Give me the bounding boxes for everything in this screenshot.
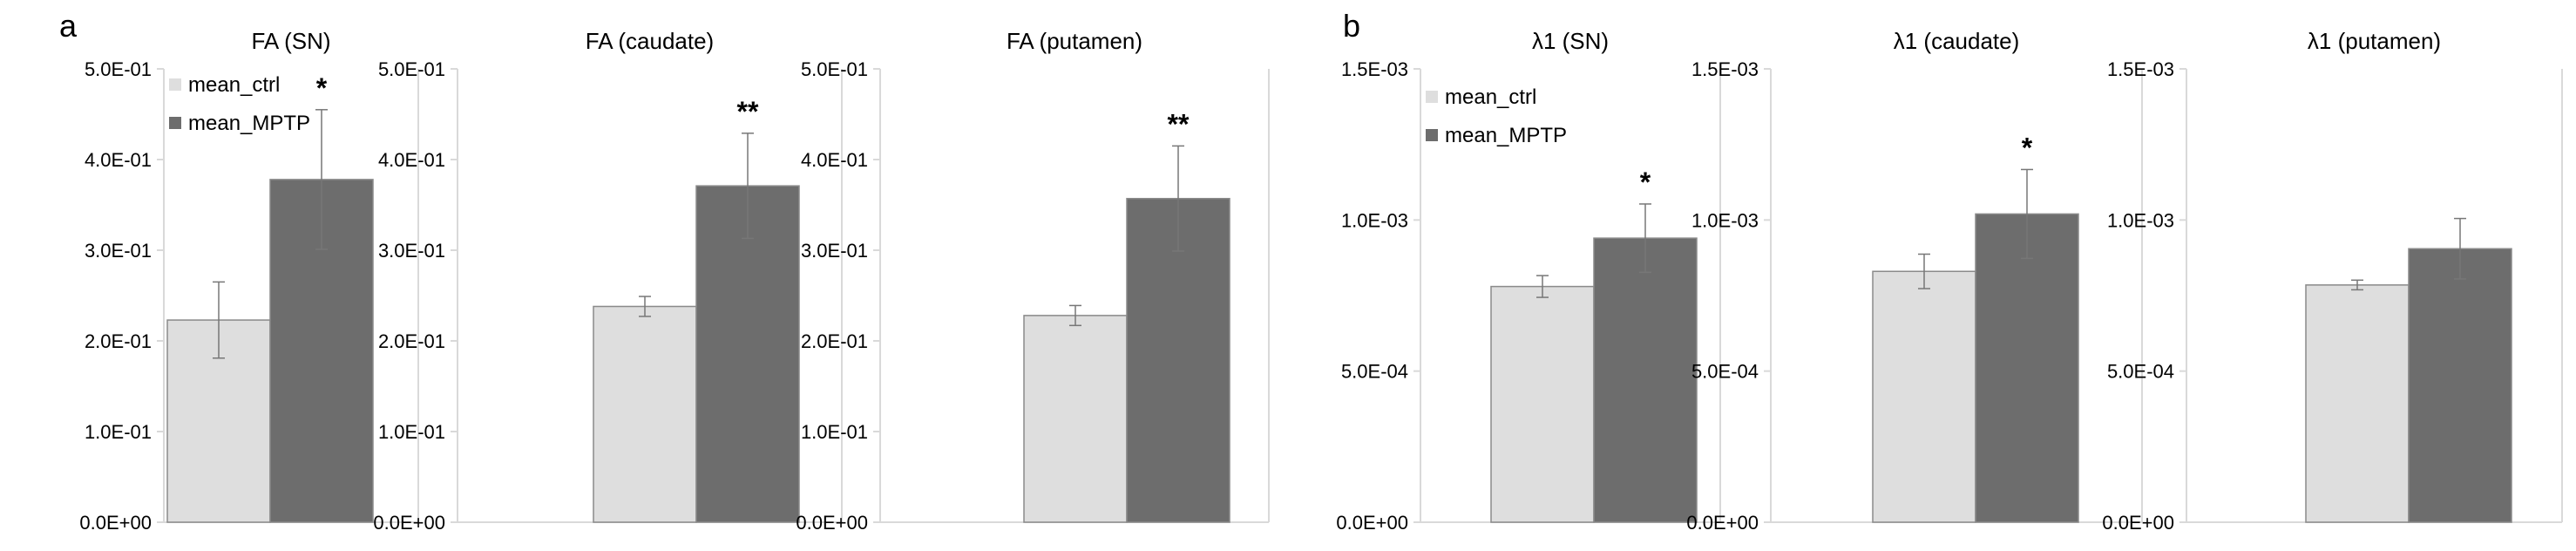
bar-mean-MPTP: [695, 185, 800, 523]
chart-6: λ1 (putamen) 0.0E+00 5.0E-04 1.0E-03 1.5E-03: [2102, 28, 2563, 534]
significance-marker: **: [737, 96, 759, 127]
bar-mean-MPTP: [1975, 213, 2079, 523]
y-tick-label: 5.0E-04: [1341, 361, 1408, 383]
y-tick-label: 4.0E-01: [801, 149, 868, 171]
y-tick-label: 1.5E-03: [2107, 58, 2174, 80]
y-tick-label: 1.0E-03: [1341, 209, 1408, 231]
bar-mean-MPTP: [1126, 197, 1230, 523]
bar-mean-MPTP: [2408, 248, 2512, 523]
panel-label-b: b: [1343, 8, 1361, 44]
bar-mean-ctrl: [1872, 270, 1976, 523]
y-tick-label: 1.0E-03: [1691, 209, 1759, 231]
y-tick-label: 5.0E-01: [378, 58, 445, 80]
y-tick-label: 5.0E-01: [801, 58, 868, 80]
y-tick-label: 2.0E-01: [378, 330, 445, 352]
panel-label-a: a: [59, 8, 78, 44]
y-tick-label: 3.0E-01: [85, 240, 152, 262]
bar-mean-ctrl: [593, 305, 697, 523]
chart-title: FA (SN): [251, 28, 330, 54]
y-tick-label: 2.0E-01: [85, 330, 152, 352]
significance-marker: **: [1168, 108, 1190, 139]
y-tick-label: 0.0E+00: [2102, 512, 2174, 534]
y-tick-label: 3.0E-01: [801, 240, 868, 262]
bar-mean-ctrl: [1490, 285, 1595, 523]
legend-swatch-mean-MPTP: [169, 117, 181, 129]
bar-mean-MPTP: [1593, 237, 1698, 523]
y-tick-label: 3.0E-01: [378, 240, 445, 262]
chart-3: FA (putamen) 0.0E+00 1.0E-01 2.0E-01 3.0E-01…: [796, 28, 1270, 534]
bar-mean-ctrl: [2305, 284, 2410, 523]
y-tick-label: 1.5E-03: [1691, 58, 1759, 80]
y-tick-label: 1.0E-01: [85, 421, 152, 443]
chart-title: FA (putamen): [1007, 28, 1142, 54]
significance-marker: *: [1640, 167, 1651, 198]
y-tick-label: 1.0E-01: [801, 421, 868, 443]
y-tick-label: 5.0E-04: [1691, 361, 1759, 383]
y-tick-label: 5.0E-04: [2107, 361, 2174, 383]
chart-4: λ1 (SN) 0.0E+00 5.0E-04 1.0E-03 1.5E-03 * mean…: [1336, 28, 1721, 534]
y-tick-label: 5.0E-01: [85, 58, 152, 80]
legend-swatch-mean-ctrl: [169, 78, 181, 91]
legend-label-mean-MPTP: mean_MPTP: [188, 112, 310, 135]
bar-mean-ctrl: [1023, 315, 1128, 523]
y-tick-label: 4.0E-01: [85, 149, 152, 171]
chart-title: λ1 (putamen): [2308, 28, 2441, 54]
chart-5: λ1 (caudate) 0.0E+00 5.0E-04 1.0E-03 1.5E-03…: [1686, 28, 2143, 534]
legend-label-mean-ctrl: mean_ctrl: [188, 73, 280, 97]
y-tick-label: 0.0E+00: [1336, 512, 1408, 534]
significance-marker: *: [2022, 132, 2033, 163]
legend-label-mean-ctrl: mean_ctrl: [1445, 85, 1536, 109]
y-tick-label: 1.0E-01: [378, 421, 445, 443]
chart-title: λ1 (caudate): [1894, 28, 2020, 54]
y-tick-label: 0.0E+00: [1686, 512, 1759, 534]
y-tick-label: 1.0E-03: [2107, 209, 2174, 231]
chart-title: FA (caudate): [586, 28, 714, 54]
legend-swatch-mean-ctrl: [1426, 91, 1438, 103]
legend-swatch-mean-MPTP: [1426, 129, 1438, 141]
chart-1: FA (SN) 0.0E+00 1.0E-01 2.0E-01 3.0E-01 4.0E-…: [79, 28, 419, 534]
legend-label-mean-MPTP: mean_MPTP: [1445, 124, 1567, 147]
y-tick-label: 2.0E-01: [801, 330, 868, 352]
y-tick-label: 0.0E+00: [796, 512, 868, 534]
y-tick-label: 4.0E-01: [378, 149, 445, 171]
y-tick-label: 0.0E+00: [373, 512, 445, 534]
chart-2: FA (caudate) 0.0E+00 1.0E-01 2.0E-01 3.0E-01…: [373, 28, 843, 534]
y-tick-label: 0.0E+00: [79, 512, 152, 534]
y-tick-label: 1.5E-03: [1341, 58, 1408, 80]
chart-title: λ1 (SN): [1532, 28, 1609, 54]
significance-marker: *: [316, 72, 328, 104]
